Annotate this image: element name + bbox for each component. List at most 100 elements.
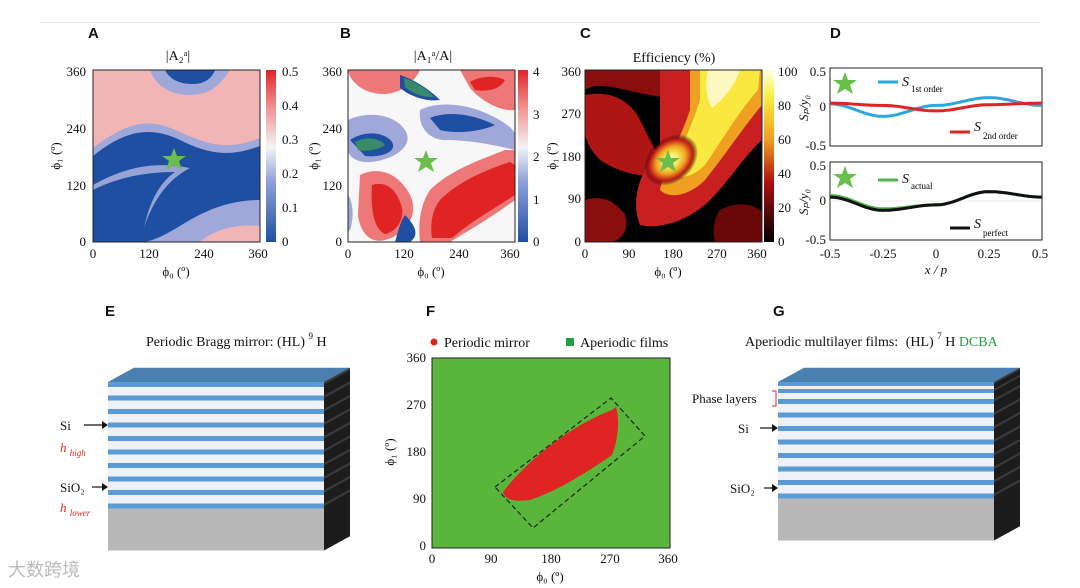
panel-g-exp: 7 (937, 331, 942, 341)
aperiodic-side-stripe (994, 367, 1020, 384)
bragg-layer (108, 463, 324, 468)
a-ytick: 0 (80, 234, 87, 249)
c-xtick: 0 (582, 246, 589, 261)
bragg-layer (108, 387, 324, 396)
panel-d-legend-bottom: S actual S perfect (878, 172, 1008, 238)
b-ylabel: ϕ₁ (º) (306, 142, 321, 169)
b-xtick: 240 (449, 246, 469, 261)
aperiodic-side-stripe (994, 384, 1020, 402)
aperiodic-layer (778, 386, 994, 389)
panel-g-title: Aperiodic multilayer films: (HL) 7 H DCB… (745, 328, 999, 350)
e-h-lower-sub: lower (70, 508, 91, 518)
bragg-layer (108, 495, 324, 504)
b-ytick: 0 (336, 234, 343, 249)
aperiodic-layer (778, 471, 994, 480)
c-ytick: 360 (562, 64, 582, 79)
e-h-lower: h lower (60, 500, 91, 518)
d-ytick: 0 (820, 99, 827, 114)
bragg-layer (108, 454, 324, 463)
c-xtick: 270 (707, 246, 727, 261)
panel-e-tail: H (317, 335, 327, 350)
aperiodic-side-stripe (994, 465, 1020, 483)
a-xtick: 360 (248, 246, 268, 261)
e-h-high-main: h (60, 440, 67, 455)
star-icon (414, 150, 438, 172)
aperiodic-layer (778, 458, 994, 467)
panel-b-title: |A₁ᵃ/A| (414, 49, 452, 64)
a-ytick: 240 (67, 121, 87, 136)
panel-c-map (585, 70, 762, 242)
a-xlabel: ϕ₀ (º) (162, 264, 189, 279)
c-cbar-tick: 40 (778, 166, 791, 181)
panel-e: E Periodic Bragg mirror: (HL) 9 H Si h h… (60, 303, 350, 551)
legend-red-dot (430, 338, 438, 346)
a-cbar-tick: 0.1 (282, 200, 298, 215)
g-sio2-label: SiO₂ (730, 481, 755, 496)
series-s-perfect (829, 190, 1042, 212)
aperiodic-substrate (778, 498, 994, 541)
bragg-side-stripe (324, 381, 350, 398)
panel-d-series (829, 96, 1042, 212)
bragg-stack (108, 367, 350, 551)
aperiodic-stack (778, 367, 1020, 541)
g-phase-label: Phase layers (692, 391, 757, 406)
panel-e-title-text: Periodic Bragg mirror: (146, 335, 274, 350)
legend-1st-sub: 1st order (911, 84, 943, 94)
panel-a: A |A₂ᵃ| 360 240 120 0 0 120 240 360 ϕ₀ (… (48, 25, 299, 279)
d-ytick: -0.5 (805, 232, 826, 247)
panel-b-map (348, 70, 515, 242)
aperiodic-layer (778, 493, 994, 499)
d-xtick: -0.5 (820, 246, 841, 261)
g-si-label: Si (738, 421, 749, 436)
legend-2nd-sub: 2nd order (983, 131, 1018, 141)
a-xtick: 120 (139, 246, 159, 261)
f-ytick: 90 (413, 491, 426, 506)
bragg-side-stripe (324, 435, 350, 452)
legend-perfect-main: S (974, 217, 981, 232)
star-icon (162, 148, 186, 170)
bragg-layer (108, 382, 324, 387)
bragg-side-stripe (324, 421, 350, 439)
panel-d-legend-top: S 1st order S 2nd order (878, 75, 1018, 141)
panel-c-title: Efficiency (%) (633, 51, 716, 66)
phase-bracket (772, 390, 777, 407)
b-cbar-tick: 1 (533, 192, 540, 207)
bragg-layer (108, 414, 324, 423)
f-ylabel: ϕ₁ (º) (382, 438, 397, 465)
b-cbar-tick: 2 (533, 149, 540, 164)
aperiodic-layer (778, 382, 994, 386)
panel-g-tail: H (945, 335, 955, 350)
bragg-layer (108, 422, 324, 428)
d-ytick: 0.5 (810, 64, 826, 79)
legend-2nd-main: S (974, 120, 981, 135)
legend-actual-sub: actual (911, 181, 933, 191)
legend-perfect-sub: perfect (983, 228, 1008, 238)
e-h-high: h high (60, 440, 86, 458)
panel-f-letter: F (426, 303, 435, 320)
panel-c-colorbar (764, 70, 774, 242)
b-xlabel: ϕ₀ (º) (417, 264, 444, 279)
panel-g-tail-green: DCBA (959, 335, 999, 350)
panel-b-letter: B (340, 25, 351, 42)
panel-b: B |A₁ᵃ/A| 360 240 120 0 (306, 25, 540, 279)
d-ylabel-top: Sₚ/y₀ (796, 95, 811, 121)
f-xtick: 360 (658, 551, 678, 566)
aperiodic-layer (778, 485, 994, 494)
c-cbar-tick: 0 (778, 234, 785, 249)
arrow-head-icon (102, 483, 108, 491)
bragg-side-stripe (324, 462, 350, 479)
f-ytick: 360 (407, 350, 427, 365)
b-cbar-tick: 3 (533, 107, 540, 122)
panel-b-colorbar (518, 70, 528, 242)
b-ytick: 120 (323, 178, 343, 193)
f-xtick: 90 (485, 551, 498, 566)
legend-1st-main: S (902, 75, 909, 90)
d-xtick: 0.5 (1032, 246, 1048, 261)
d-xtick: -0.25 (869, 246, 896, 261)
e-si-label: Si (60, 418, 71, 433)
f-ytick: 0 (420, 538, 427, 553)
arrow-head-icon (102, 421, 108, 429)
panel-f: F Periodic mirror Aperiodic films 360 27… (382, 303, 678, 584)
aperiodic-layer (778, 431, 994, 440)
